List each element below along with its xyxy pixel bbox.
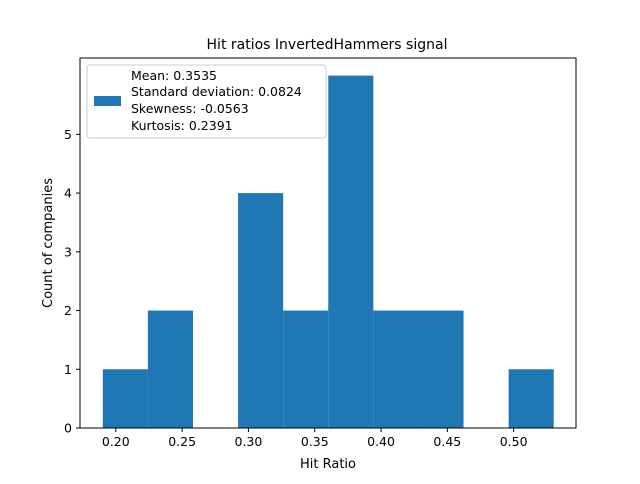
histogram-bar-7 [418,310,464,428]
x-tick-label: 0.25 [168,434,196,449]
histogram-bar-5 [328,75,374,428]
histogram-bar-6 [373,310,419,428]
x-tick-label: 0.35 [301,434,329,449]
histogram-bar-3 [238,193,284,428]
y-tick-label: 0 [64,421,72,436]
legend-swatch [94,96,121,106]
x-tick-label: 0.30 [235,434,263,449]
plot-frame [79,57,577,429]
y-tick-label: 1 [64,362,72,377]
x-axis: 0.20 0.25 0.30 0.35 0.40 0.45 0.50 [102,428,528,449]
bars-group [102,75,554,428]
legend-frame [86,64,327,139]
histogram-bar-0 [102,369,148,428]
y-axis-label: Count of companies [41,178,56,308]
y-tick-label: 4 [64,186,72,201]
legend-mean: Mean: 0.3535 [131,68,217,83]
chart-title: Hit ratios InvertedHammers signal [207,37,448,53]
x-tick-label: 0.20 [102,434,130,449]
x-axis-label: Hit Ratio [300,457,356,472]
x-tick-label: 0.40 [367,434,395,449]
legend-kurtosis: Kurtosis: 0.2391 [131,118,233,133]
y-tick-label: 2 [64,303,72,318]
legend: Mean: 0.3535 Standard deviation: 0.0824 … [86,64,327,139]
histogram-bar-9 [508,369,554,428]
histogram-bar-1 [147,310,193,428]
histogram-bar-4 [283,310,329,428]
x-tick-label: 0.50 [500,434,528,449]
legend-skewness: Skewness: -0.0563 [131,101,249,116]
y-axis: 0 1 2 3 4 5 [64,127,80,436]
x-tick-label: 0.45 [433,434,461,449]
y-tick-label: 5 [64,127,72,142]
legend-std-dev: Standard deviation: 0.0824 [131,84,302,99]
y-tick-label: 3 [64,244,72,259]
